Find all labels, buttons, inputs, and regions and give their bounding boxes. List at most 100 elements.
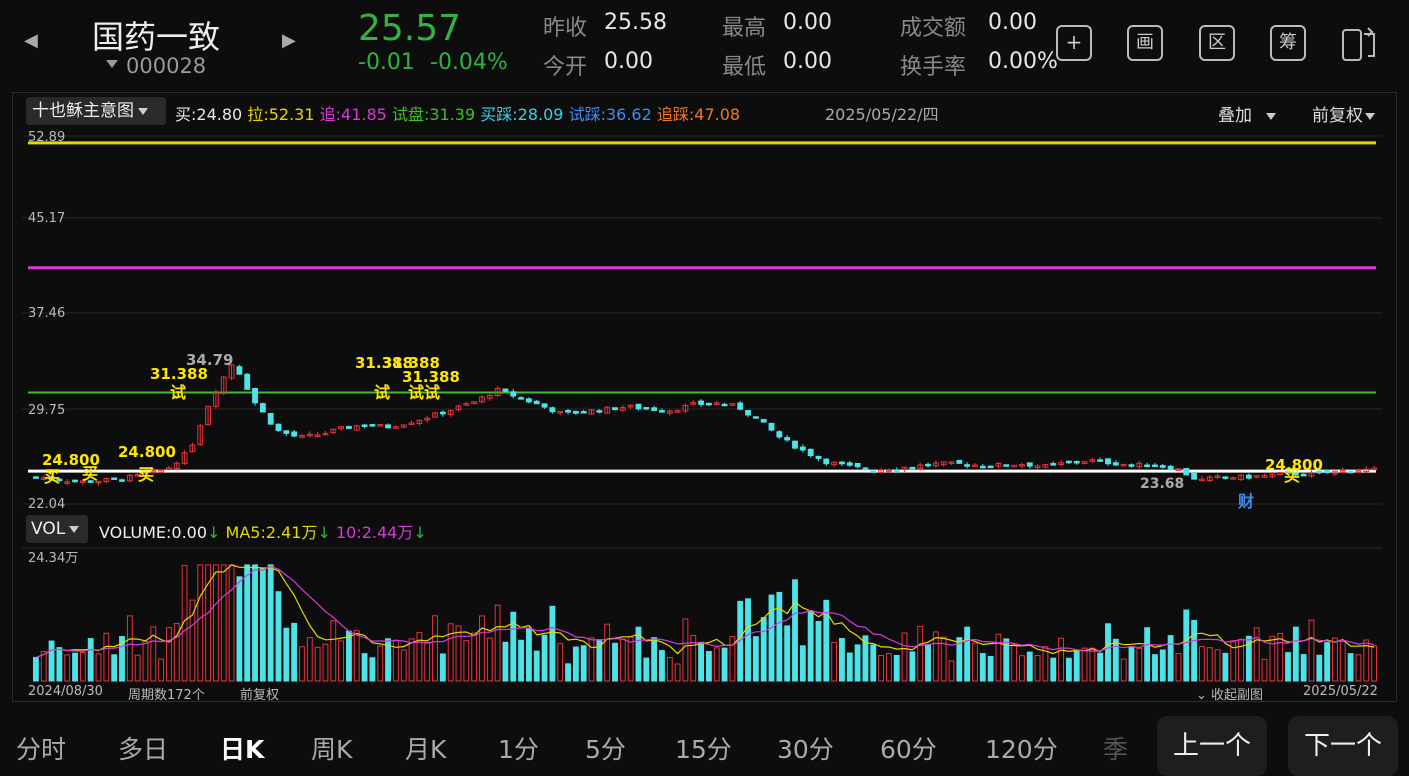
- collapse-chevron-icon: ⌄: [1196, 688, 1212, 703]
- candle-body: [64, 481, 71, 484]
- volume-bar: [1332, 637, 1338, 682]
- last-price: 25.57: [358, 8, 462, 49]
- legend-pull-label: 拉:: [247, 105, 269, 124]
- tab-timeframe-5min[interactable]: 5分: [585, 735, 626, 764]
- range-icon[interactable]: 区: [1199, 25, 1235, 61]
- volume-bar: [572, 646, 579, 682]
- tab-timeframe-60min[interactable]: 60分: [880, 735, 937, 764]
- prev-stock-arrow-icon[interactable]: ◀: [24, 30, 38, 51]
- prev-page-button[interactable]: 上一个: [1157, 716, 1267, 776]
- candle-body: [1253, 475, 1260, 478]
- next-stock-arrow-icon[interactable]: ▶: [282, 30, 296, 51]
- candle-body: [533, 400, 540, 405]
- candle-body: [79, 480, 86, 483]
- candle-body: [885, 469, 892, 473]
- volume-bar: [1355, 654, 1362, 682]
- volume-bar: [901, 632, 908, 682]
- legend-pull-value: 52.31: [268, 105, 315, 124]
- volume-bar: [1034, 655, 1041, 682]
- volume-bar: [721, 647, 728, 682]
- volume-bar: [306, 636, 313, 682]
- tab-timeframe-15min[interactable]: 15分: [675, 735, 732, 764]
- candle-body: [205, 405, 212, 426]
- tab-timeframe-multiday[interactable]: 多日: [118, 735, 169, 764]
- volume-bar: [909, 651, 916, 682]
- chips-icon[interactable]: 筹: [1270, 25, 1306, 61]
- candle-body: [557, 410, 564, 414]
- volume-bar: [705, 650, 712, 682]
- volume-bar: [1308, 619, 1315, 682]
- volume-bar: [737, 600, 744, 682]
- price-change: -0.01: [358, 50, 415, 75]
- tab-timeframe-weekly[interactable]: 周K: [311, 735, 353, 764]
- candle-body: [807, 448, 814, 457]
- price-tick-3: 37.46: [28, 306, 66, 321]
- tab-timeframe-intraday[interactable]: 分时: [16, 735, 67, 764]
- switch-device-icon[interactable]: [1340, 24, 1380, 64]
- candle-body: [314, 434, 321, 437]
- quote-header: ◀ 国药一致 000028 ▶ 25.57 -0.01 -0.04% 昨收 25…: [0, 0, 1409, 88]
- test-signal-label: 31.388: [402, 368, 460, 386]
- tab-timeframe-30min[interactable]: 30分: [777, 735, 834, 764]
- candle-body: [604, 406, 611, 414]
- candle-body: [729, 403, 736, 406]
- stock-code[interactable]: 000028: [126, 54, 207, 78]
- ma5-down-arrow-icon: ↓: [317, 523, 331, 542]
- candle-body: [893, 469, 900, 472]
- candle-body: [306, 433, 313, 437]
- volume-bar: [1183, 609, 1190, 682]
- collapse-subchart-button[interactable]: ⌄ 收起副图: [1196, 684, 1263, 703]
- candle-body: [494, 388, 501, 397]
- candle-body: [878, 469, 885, 473]
- candle-body: [1152, 464, 1158, 468]
- plus-icon[interactable]: +: [1056, 25, 1092, 61]
- indicator-select[interactable]: 十也稣主意图: [26, 97, 166, 125]
- next-page-button[interactable]: 下一个: [1288, 716, 1398, 776]
- tab-timeframe-daily[interactable]: 日K: [220, 735, 265, 764]
- ma5-label: MA5:: [225, 523, 266, 542]
- volume-bar: [103, 632, 110, 682]
- candle-body: [87, 480, 94, 483]
- volume-bar: [760, 617, 767, 682]
- candle-body: [572, 410, 579, 414]
- volume-bar: [134, 654, 141, 682]
- candle-body: [682, 404, 689, 412]
- stock-name[interactable]: 国药一致: [92, 18, 221, 56]
- volume-bar: [244, 564, 251, 682]
- volume-bar: [713, 647, 720, 682]
- candle-body: [283, 430, 290, 434]
- tab-timeframe-quarterly[interactable]: 季: [1103, 735, 1129, 764]
- volume-bar: [651, 637, 658, 682]
- tab-timeframe-120min[interactable]: 120分: [985, 735, 1058, 764]
- candle-body: [189, 444, 196, 453]
- volume-bar: [1324, 642, 1331, 682]
- volume-bar: [1097, 652, 1104, 682]
- candle-body: [252, 387, 258, 404]
- volume-bar: [932, 631, 939, 682]
- volume-bar: [854, 644, 861, 682]
- overlay-select[interactable]: 叠加: [1218, 101, 1276, 126]
- quote-label-turnover-rate: 换手率: [900, 55, 967, 80]
- volume-bar: [635, 626, 642, 682]
- candle-body: [502, 388, 509, 392]
- candle-body: [259, 403, 266, 413]
- candle-body: [1300, 473, 1307, 477]
- kline-chart-panel[interactable]: [12, 92, 1397, 702]
- tab-timeframe-monthly[interactable]: 月K: [405, 735, 447, 764]
- volume-bar: [972, 642, 978, 682]
- tab-timeframe-1min[interactable]: 1分: [498, 735, 539, 764]
- candle-body: [1120, 463, 1127, 467]
- volume-bar: [698, 641, 705, 682]
- draw-icon[interactable]: 画: [1127, 25, 1163, 61]
- overlay-dropdown-icon: [1266, 112, 1276, 120]
- volume-indicator-select[interactable]: VOL: [26, 515, 88, 543]
- volume-bar: [846, 652, 853, 682]
- candle-body: [862, 467, 869, 471]
- volume-bar: [643, 657, 650, 682]
- volume-bar: [1175, 652, 1182, 682]
- code-dropdown-icon[interactable]: [106, 60, 118, 68]
- adjust-select[interactable]: 前复权: [1312, 101, 1375, 126]
- volume-bar: [1136, 647, 1143, 682]
- volume-bar: [353, 630, 360, 682]
